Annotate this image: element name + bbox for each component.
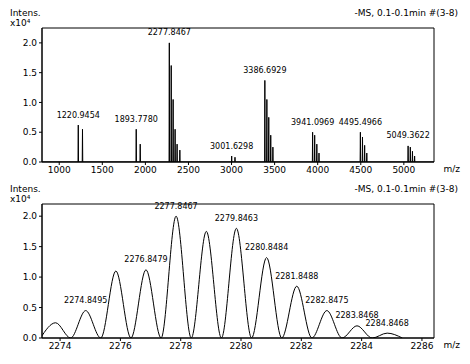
svg-text:5049.3622: 5049.3622: [386, 131, 429, 140]
html-text:m/z: m/z: [443, 340, 460, 350]
svg-text:2500: 2500: [177, 165, 200, 175]
svg-text:2.0: 2.0: [23, 211, 38, 221]
svg-text:2282.8475: 2282.8475: [305, 296, 348, 305]
html-text:-MS, 0.1-0.1min #(3-8): -MS, 0.1-0.1min #(3-8): [354, 184, 458, 194]
svg-text:0.5: 0.5: [23, 127, 37, 137]
svg-text:2274.8495: 2274.8495: [64, 296, 107, 305]
svg-text:5000: 5000: [392, 165, 415, 175]
html-text:x10⁴: x10⁴: [10, 18, 31, 28]
svg-text:3500: 3500: [263, 165, 286, 175]
svg-text:2280.8484: 2280.8484: [245, 243, 288, 252]
html-text:Intens.: Intens.: [10, 184, 41, 194]
svg-text:1.0: 1.0: [23, 98, 38, 108]
svg-text:1893.7780: 1893.7780: [115, 115, 158, 124]
svg-text:2284.8468: 2284.8468: [366, 319, 409, 328]
svg-text:2278: 2278: [169, 341, 192, 351]
svg-text:2277.8467: 2277.8467: [148, 28, 191, 37]
svg-text:4500: 4500: [349, 165, 372, 175]
svg-text:1000: 1000: [48, 165, 71, 175]
svg-text:3000: 3000: [220, 165, 243, 175]
svg-text:2277.8467: 2277.8467: [154, 202, 197, 211]
html-text:Intens.: Intens.: [10, 8, 41, 18]
svg-text:2284: 2284: [350, 341, 373, 351]
svg-text:3001.6298: 3001.6298: [210, 142, 253, 151]
html-text:m/z: m/z: [443, 164, 460, 174]
svg-text:0.0: 0.0: [23, 157, 38, 167]
svg-text:2282: 2282: [290, 341, 313, 351]
svg-text:0.5: 0.5: [23, 303, 37, 313]
svg-text:3941.0969: 3941.0969: [291, 118, 334, 127]
html-text:-MS, 0.1-0.1min #(3-8): -MS, 0.1-0.1min #(3-8): [354, 8, 458, 18]
svg-text:4000: 4000: [306, 165, 329, 175]
svg-text:1500: 1500: [91, 165, 114, 175]
svg-text:2.0: 2.0: [23, 38, 38, 48]
svg-text:2274: 2274: [49, 341, 72, 351]
svg-text:3386.6929: 3386.6929: [243, 66, 286, 75]
svg-text:1.5: 1.5: [23, 68, 37, 78]
svg-text:1.5: 1.5: [23, 242, 37, 252]
svg-text:2279.8463: 2279.8463: [215, 214, 258, 223]
svg-text:4495.4966: 4495.4966: [339, 118, 382, 127]
svg-text:2276.8479: 2276.8479: [124, 255, 167, 264]
html-text:x10⁴: x10⁴: [10, 194, 31, 204]
svg-text:2280: 2280: [230, 341, 253, 351]
svg-text:2286: 2286: [410, 341, 433, 351]
svg-text:0.0: 0.0: [23, 333, 38, 343]
svg-text:1220.9454: 1220.9454: [57, 111, 100, 120]
svg-text:2283.8468: 2283.8468: [335, 311, 379, 321]
svg-text:2000: 2000: [134, 165, 157, 175]
svg-text:1.0: 1.0: [23, 272, 38, 282]
svg-text:2281.8488: 2281.8488: [275, 272, 318, 281]
svg-text:2276: 2276: [109, 341, 132, 351]
